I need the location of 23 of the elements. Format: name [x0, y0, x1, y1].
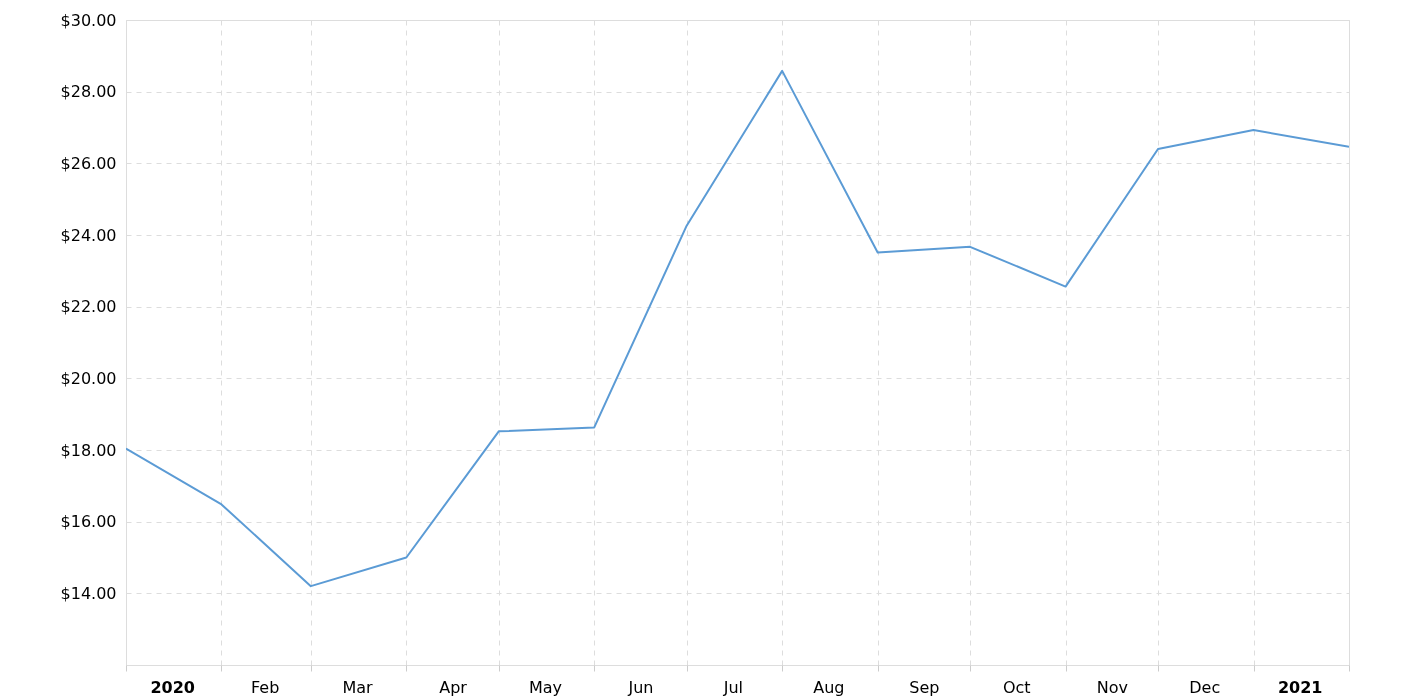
y-tick-label: $18.00 [60, 440, 117, 460]
y-tick-label: $24.00 [60, 225, 117, 245]
x-tick-label: Nov [1096, 677, 1128, 697]
x-tick-label: Aug [813, 677, 845, 697]
x-tick-label: 2021 [1277, 677, 1323, 697]
y-tick-label: $16.00 [60, 512, 117, 532]
x-tick-label: 2020 [150, 677, 195, 697]
y-tick-label: $28.00 [60, 82, 117, 102]
line-series [126, 69, 1349, 588]
y-tick-label: $30.00 [60, 10, 117, 30]
x-tick-label: Sep [909, 677, 940, 697]
y-tick-label: $22.00 [60, 297, 117, 317]
x-tick-label: Feb [250, 677, 280, 697]
x-tick-label: Jul [722, 677, 744, 697]
y-tick-label: $14.00 [60, 583, 117, 603]
x-tick-label: Dec [1189, 677, 1221, 697]
x-tick-label: May [528, 677, 562, 697]
x-tick-label: Oct [1002, 677, 1031, 697]
x-tick-label: Jun [627, 677, 654, 697]
y-tick-label: $20.00 [60, 368, 117, 388]
x-tick-label: Mar [342, 677, 374, 697]
x-tick-label: Apr [439, 677, 468, 697]
y-tick-label: $26.00 [60, 153, 117, 173]
